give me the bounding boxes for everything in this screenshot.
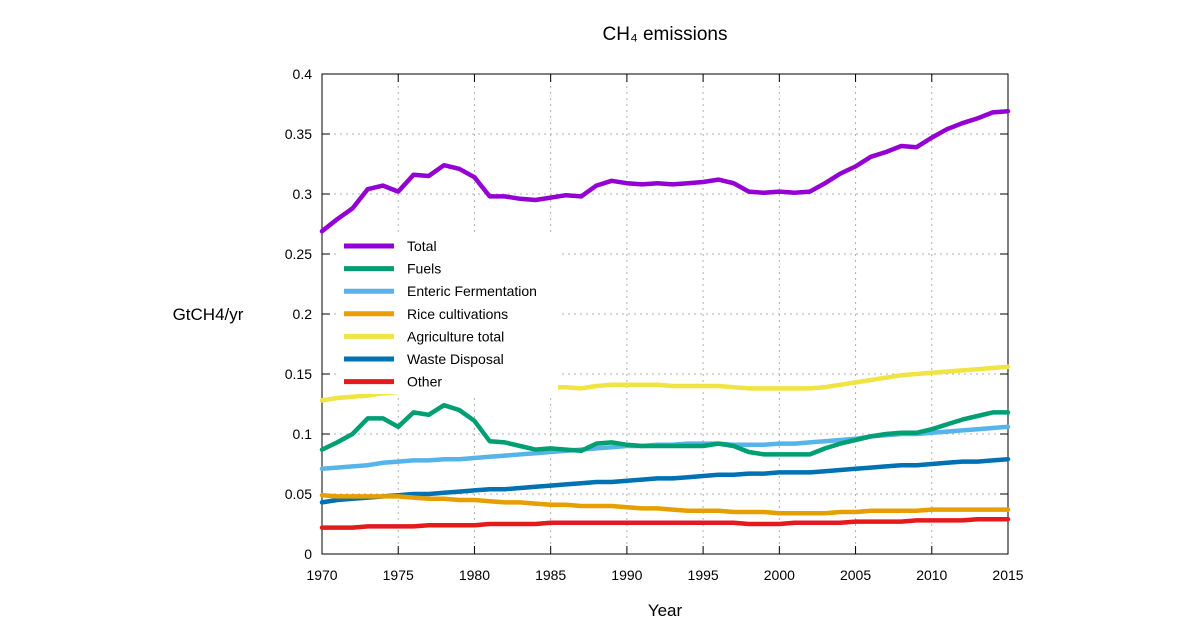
series-lines: [319, 108, 1011, 530]
series-line-rice-cultivations: [319, 492, 1011, 516]
x-tick-label: 1995: [688, 567, 719, 583]
y-tick-label: 0.15: [285, 366, 312, 382]
y-tick-label: 0.35: [285, 126, 312, 142]
legend-label-rice-cultivations: Rice cultivations: [407, 306, 508, 322]
legend-label-fuels: Fuels: [407, 261, 441, 277]
x-tick-label: 1970: [306, 567, 337, 583]
x-tick-label: 1990: [611, 567, 642, 583]
x-tick-label: 1985: [535, 567, 566, 583]
legend-label-waste-disposal: Waste Disposal: [407, 351, 504, 367]
y-tick-label: 0.2: [293, 306, 313, 322]
series-line-total: [319, 108, 1011, 234]
y-axis-label: GtCH4/yr: [173, 305, 244, 324]
legend-label-total: Total: [407, 238, 437, 254]
legend-label-other: Other: [407, 374, 442, 390]
legend-label-agriculture-total: Agriculture total: [407, 328, 504, 344]
y-tick-label: 0.1: [293, 426, 313, 442]
series-line-other: [319, 516, 1011, 530]
x-tick-label: 2005: [840, 567, 871, 583]
series-line-waste-disposal: [319, 456, 1011, 505]
y-tick-label: 0.25: [285, 246, 312, 262]
y-tick-label: 0.05: [285, 486, 312, 502]
y-tick-label: 0.3: [293, 186, 313, 202]
axis-ticks: [321, 73, 1009, 555]
chart-title: CH₄ emissions: [603, 24, 728, 45]
x-tick-label: 2000: [764, 567, 795, 583]
legend: Total Fuels Enteric Fermentation Rice culti…: [336, 234, 558, 394]
x-tick-label: 1975: [383, 567, 414, 583]
x-axis-label: Year: [648, 601, 683, 620]
tick-labels: 0 0.05 0.1 0.15 0.2 0.25 0.3 0.35 0.4 1970 1975 198…: [285, 66, 1024, 583]
series-line-fuels: [319, 402, 1011, 457]
y-tick-label: 0: [304, 546, 312, 562]
x-tick-label: 2015: [992, 567, 1023, 583]
x-tick-label: 2010: [916, 567, 947, 583]
y-tick-label: 0.4: [293, 66, 313, 82]
x-tick-label: 1980: [459, 567, 490, 583]
legend-label-enteric-fermentation: Enteric Fermentation: [407, 283, 537, 299]
